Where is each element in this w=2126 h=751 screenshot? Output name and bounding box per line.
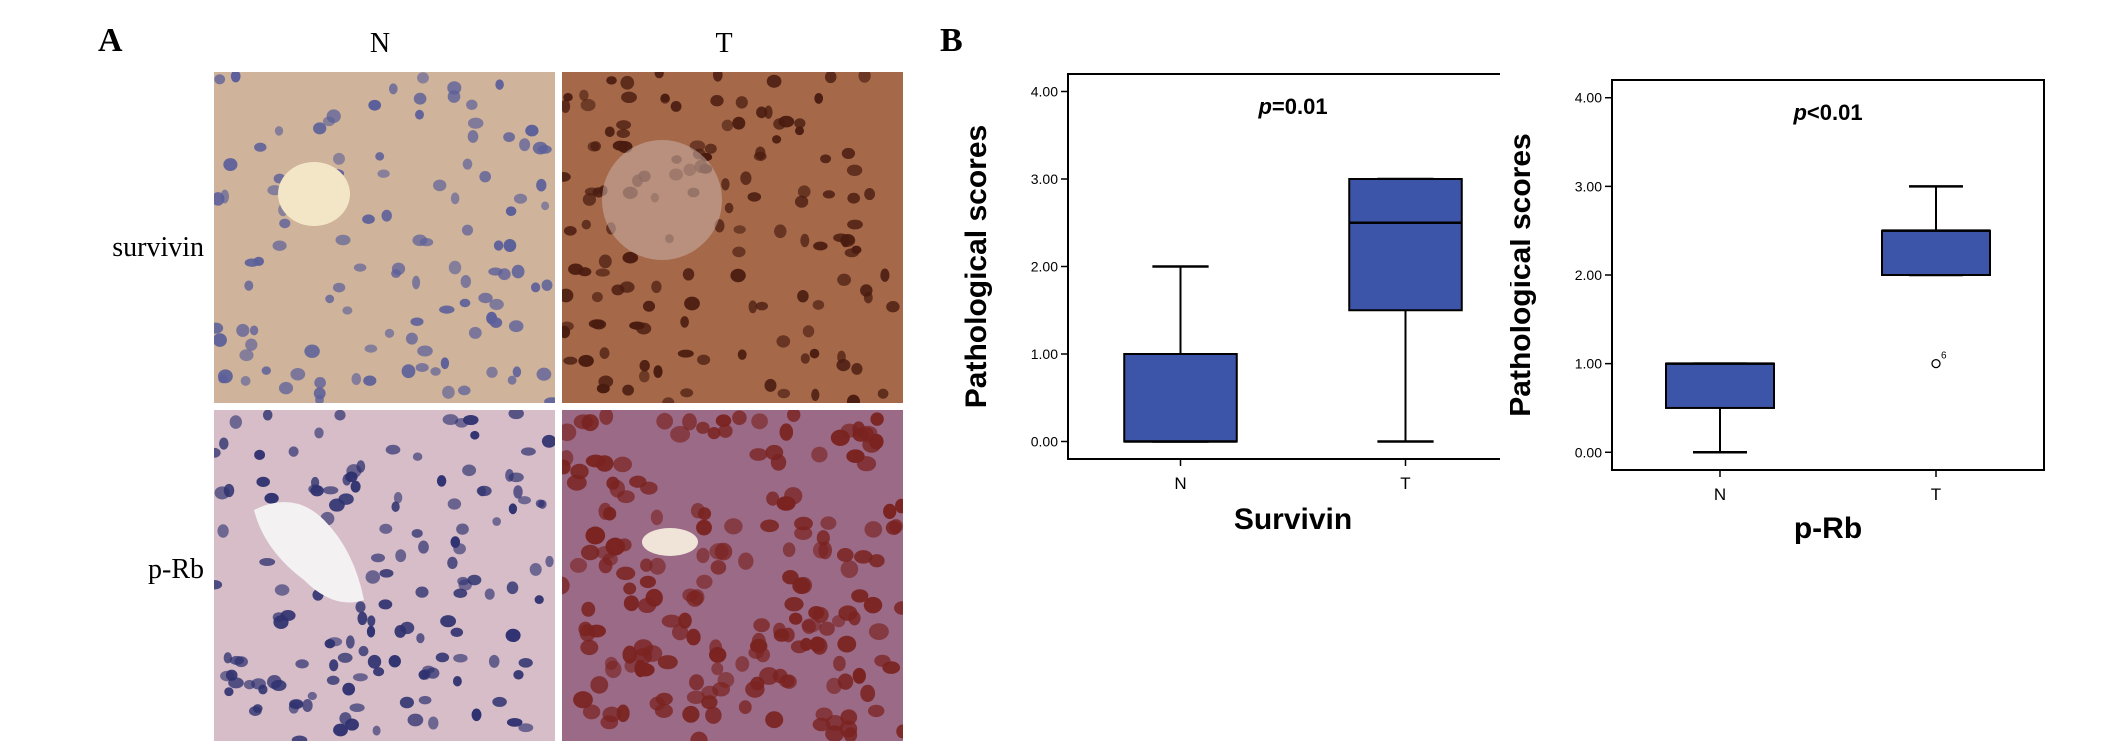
- y-tick-label: 3.00: [1575, 178, 1602, 194]
- p-value-label: p=0.01: [1257, 94, 1327, 119]
- micrograph-t-prb-image: [562, 410, 903, 741]
- x-axis-title: p-Rb: [1794, 512, 1862, 545]
- x-tick-label: T: [1931, 485, 1941, 504]
- row-label-survivin: survivin: [112, 232, 204, 263]
- micrograph-t-survivin-image: [562, 72, 903, 403]
- x-tick-label: N: [1714, 485, 1726, 504]
- panel-a-letter: A: [98, 22, 123, 59]
- y-tick-label: 3.00: [1031, 171, 1058, 187]
- micrograph-t-survivin: [562, 72, 903, 403]
- y-tick-label: 1.00: [1575, 356, 1602, 372]
- outlier-label: 6: [1941, 351, 1947, 362]
- x-axis-title: Survivin: [1234, 503, 1352, 536]
- x-tick-label: N: [1174, 474, 1186, 493]
- tissue-pattern: [562, 410, 903, 741]
- y-axis-title: Pathological scores: [1510, 133, 1537, 416]
- boxplot-prb: 0.00 1.00 2.00 3.00 4.00 N T 6 p<0.01 Pathologica…: [1510, 79, 2045, 545]
- box-n: [1665, 362, 1775, 409]
- tissue-pattern: [214, 72, 555, 403]
- tissue-pattern: [214, 410, 555, 741]
- y-tick-label: 2.00: [1031, 259, 1058, 275]
- panel-b-letter: B: [940, 22, 963, 59]
- p-value-label: p<0.01: [1792, 100, 1862, 125]
- micrograph-n-prb: [214, 410, 555, 741]
- y-tick-label: 2.00: [1575, 267, 1602, 283]
- micrograph-n-prb-image: [214, 410, 555, 741]
- y-tick-label: 0.00: [1575, 444, 1602, 460]
- row-label-prb: p-Rb: [148, 554, 204, 585]
- y-tick-label: 1.00: [1031, 346, 1058, 362]
- y-axis-title: Pathological scores: [960, 125, 993, 408]
- outlier-point: [1931, 358, 1941, 369]
- y-tick-label: 0.00: [1031, 434, 1058, 450]
- column-label-n: N: [369, 28, 391, 59]
- y-tick-label: 4.00: [1031, 84, 1058, 100]
- box-n: [1123, 353, 1238, 443]
- y-tick-label: 4.00: [1575, 90, 1602, 106]
- box-t: [1881, 229, 1991, 277]
- box-t: [1348, 178, 1463, 312]
- micrograph-n-survivin: [214, 72, 555, 403]
- boxplot-survivin: 0.00 1.00 2.00 3.00 4.00 N Tp=0.01 Pathological…: [960, 73, 1500, 536]
- micrograph-n-survivin-image: [214, 72, 555, 403]
- x-tick-label: T: [1400, 474, 1410, 493]
- micrograph-t-prb: [562, 410, 903, 741]
- column-label-t: T: [715, 28, 733, 59]
